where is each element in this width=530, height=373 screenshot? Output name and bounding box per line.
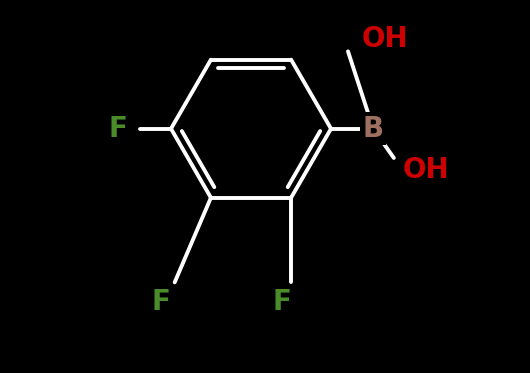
Text: F: F bbox=[272, 288, 291, 316]
Text: OH: OH bbox=[362, 25, 409, 53]
Text: F: F bbox=[151, 288, 170, 316]
Text: F: F bbox=[108, 115, 127, 143]
Text: B: B bbox=[363, 115, 384, 143]
Text: OH: OH bbox=[403, 156, 449, 184]
